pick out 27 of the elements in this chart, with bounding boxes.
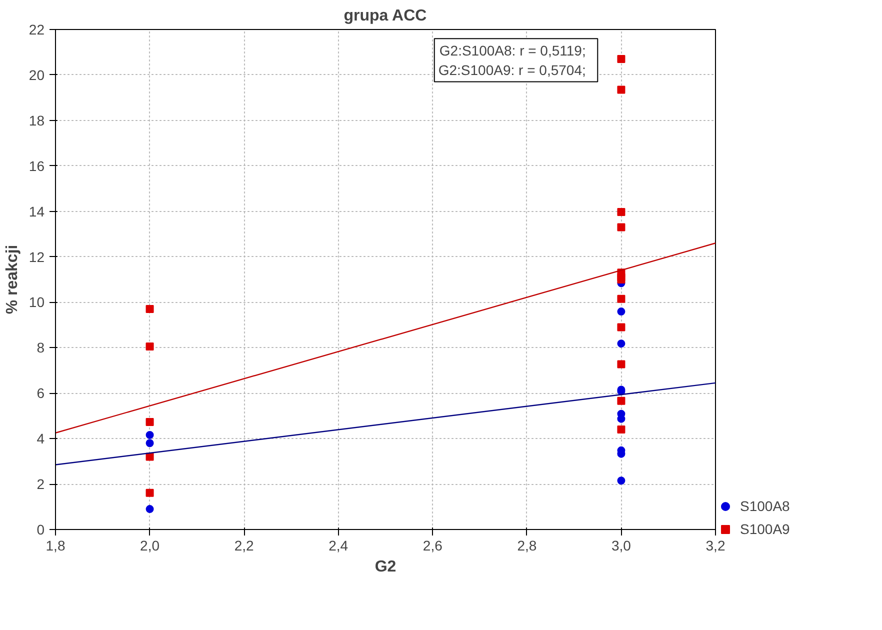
chart-title: grupa ACC [344,8,428,24]
y-axis-title: % reakcji [4,244,21,314]
y-tick-label: 12 [28,248,45,265]
y-tick-label: 8 [36,340,45,356]
y-tick-label: 4 [36,430,45,447]
x-tick-label: 2,8 [517,538,537,554]
x-tick-label: 1,8 [46,538,66,554]
x-tick-label: 2,2 [234,538,254,554]
legend-label: S100A8 [740,498,790,514]
y-tick-label: 10 [28,294,45,310]
legend-label: S100A9 [740,521,790,537]
x-tick-label: 2,4 [328,538,348,554]
x-tick-label: 2,0 [140,538,160,554]
y-tick-label: 18 [28,112,45,128]
y-tick-label: 0 [36,522,45,538]
annotation: G2:S100A9: r = 0,5704; [438,62,586,78]
x-tick-label: 3,0 [611,538,632,554]
y-tick-label: 20 [28,66,45,83]
y-tick-label: 14 [28,203,45,220]
y-tick-label: 22 [28,22,45,38]
x-axis-title: G2 [374,558,396,576]
y-tick-label: 2 [36,476,45,492]
y-tick-label: 16 [28,158,45,174]
x-tick-label: 2,6 [422,538,443,554]
y-tick-label: 6 [36,385,45,402]
annotation: G2:S100A8: r = 0,5119; [439,42,586,59]
x-tick-label: 3,2 [706,538,726,554]
